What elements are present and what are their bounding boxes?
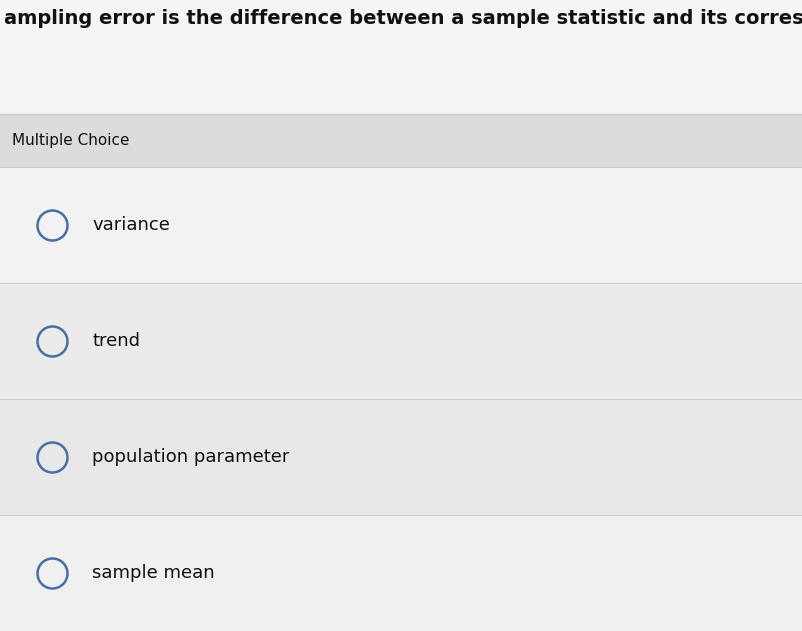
Text: population parameter: population parameter	[92, 448, 290, 466]
Bar	[0, 515, 802, 631]
Text: variance: variance	[92, 216, 170, 234]
Text: sample mean: sample mean	[92, 564, 215, 582]
Bar	[0, 167, 802, 283]
Text: ampling error is the difference between a sample statistic and its corresponding: ampling error is the difference between …	[4, 9, 802, 30]
Bar	[0, 0, 802, 114]
Text: trend: trend	[92, 332, 140, 350]
Bar	[0, 283, 802, 399]
Bar	[0, 114, 802, 167]
Bar	[0, 399, 802, 515]
Text: Multiple Choice: Multiple Choice	[12, 133, 130, 148]
